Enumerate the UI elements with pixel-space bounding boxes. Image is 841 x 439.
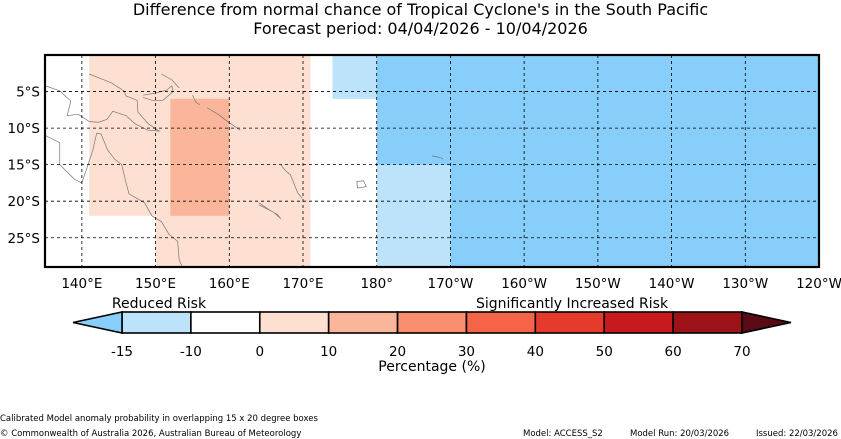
colorbar-tick-label-4: 20 (389, 344, 406, 360)
coastline-layer (45, 73, 444, 267)
colorbar-tick-label-1: -10 (180, 344, 202, 360)
x-tick-label-7: 150°W (575, 276, 621, 292)
new-guinea-coast (89, 73, 161, 132)
increased-risk-label: Significantly Increased Risk (476, 296, 669, 312)
colorbar-bin-2 (258, 311, 330, 334)
colorbar-under-arrow (72, 311, 123, 334)
colorbar-tick-label-5: 30 (458, 344, 475, 360)
fiji-coast (356, 180, 367, 189)
x-tick-label-4: 180° (360, 276, 393, 292)
x-tick-label-8: 140°W (649, 276, 695, 292)
x-tick-label-6: 160°W (501, 276, 547, 292)
y-tick-label-1: 10°S (8, 121, 41, 137)
colorbar-over-arrow (741, 311, 792, 334)
colorbar-tick-label-3: 10 (320, 344, 337, 360)
plot-frame (43, 53, 821, 269)
x-tick-label-2: 160°E (209, 276, 250, 292)
bougainville-coast (192, 95, 200, 106)
footer-issued: Issued: 22/03/2026 (756, 429, 838, 439)
anomaly-box-3 (170, 98, 230, 216)
colorbar-tick-label-8: 60 (665, 344, 682, 360)
new-ireland-coast (161, 73, 180, 89)
colorbar-tick-label-9: 70 (733, 344, 750, 360)
y-tick-label-4: 25°S (8, 231, 41, 247)
colorbar-tick-label-0: -15 (111, 344, 133, 360)
y-tick-label-0: 5°S (16, 85, 40, 101)
vanuatu-coast (280, 164, 303, 199)
footer-model: Model: ACCESS_S2 (523, 429, 603, 439)
x-tick-label-9: 130°W (722, 276, 768, 292)
x-tick-label-0: 140°E (61, 276, 102, 292)
colorbar-bin-7 (603, 311, 674, 334)
chart-subtitle: Forecast period: 04/04/2026 - 10/04/2026 (253, 19, 588, 38)
australia-coast (45, 132, 183, 267)
colorbar-tick-label-7: 50 (596, 344, 613, 360)
y-tick-label-3: 20°S (8, 194, 41, 210)
footer-model-run: Model Run: 20/03/2026 (630, 429, 730, 439)
colorbar-bin-8 (672, 311, 743, 334)
chart-title: Difference from normal chance of Tropica… (132, 0, 709, 19)
solomons-coast (206, 107, 241, 131)
colorbar-bin-5 (465, 311, 537, 334)
y-tick-label-2: 15°S (8, 158, 41, 174)
new-caledonia-coast (258, 202, 282, 220)
x-tick-label-10: 120°W (796, 276, 841, 292)
footer-note: Calibrated Model anomaly probability in … (0, 414, 318, 424)
x-tick-label-3: 170°E (282, 276, 323, 292)
footer-copyright: © Commonwealth of Australia 2026, Austra… (0, 429, 302, 439)
plot-layer (45, 55, 819, 267)
colorbar-bin-3 (327, 311, 399, 334)
samoa-coast (431, 155, 444, 160)
colorbar-bin-6 (534, 311, 606, 334)
x-tick-label-5: 170°W (427, 276, 473, 292)
new-britain-coast (142, 85, 174, 101)
colorbar-bin-0 (121, 311, 192, 334)
colorbar-label: Percentage (%) (378, 359, 485, 375)
x-tick-label-1: 150°E (135, 276, 176, 292)
reduced-risk-label: Reduced Risk (112, 296, 207, 312)
colorbar-tick-label-6: 40 (527, 344, 544, 360)
colorbar-bin-1 (190, 311, 261, 334)
colorbar-tick-label-2: 0 (255, 344, 264, 360)
west-papua-coast (45, 85, 90, 122)
colorbar-bin-4 (396, 311, 468, 334)
